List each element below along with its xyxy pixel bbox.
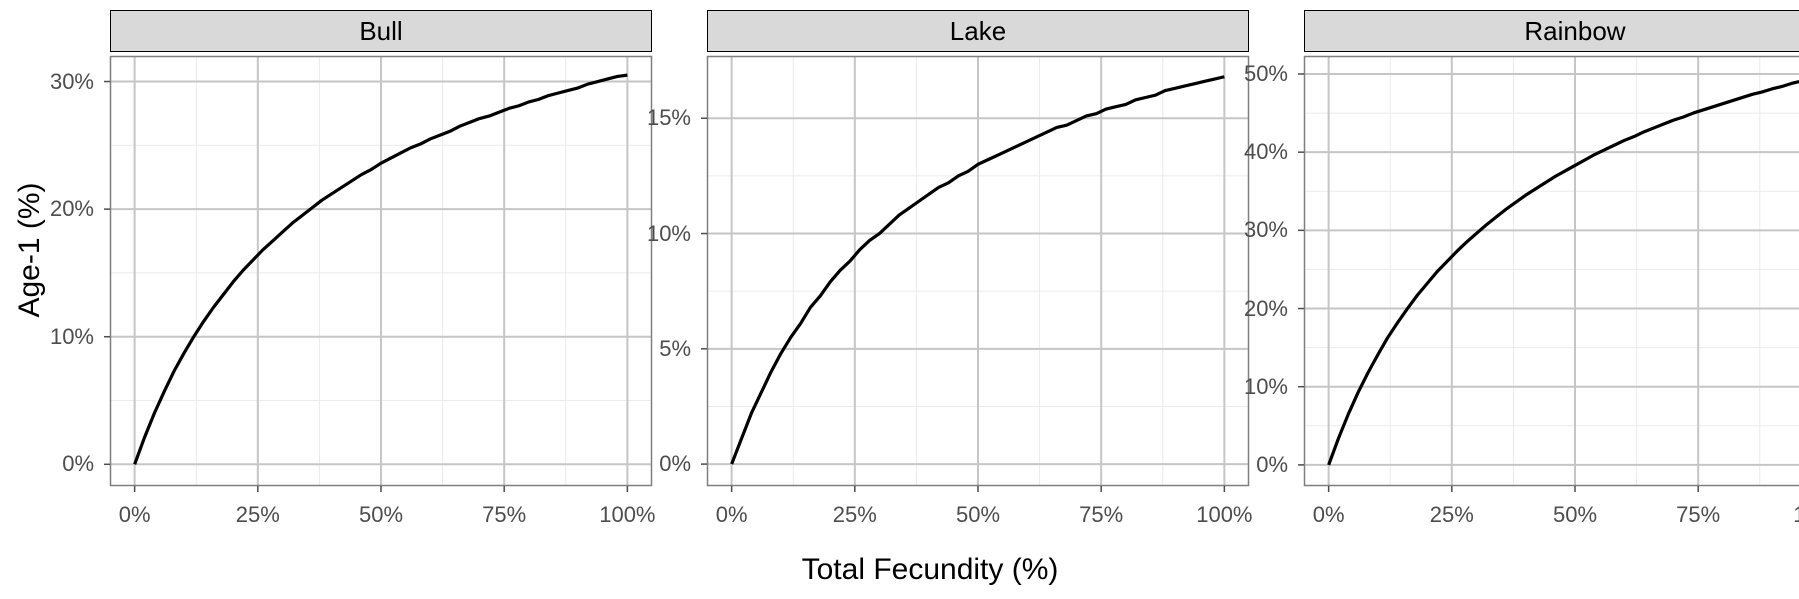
x-tick-label: 0% xyxy=(716,502,748,528)
facet-panel: Bull xyxy=(110,10,652,486)
x-tick-label: 100% xyxy=(1793,502,1799,528)
y-tick-label: 5% xyxy=(659,336,691,362)
y-tick-label: 0% xyxy=(62,451,94,477)
y-tick-label: 0% xyxy=(1256,452,1288,478)
faceted-line-chart: Age-1 (%) Total Fecundity (%) Bull 0% 10% 2… xyxy=(0,0,1799,599)
x-tick-label: 100% xyxy=(1196,502,1252,528)
facet-panel: Lake xyxy=(707,10,1249,486)
y-tick-label: 50% xyxy=(1244,61,1288,87)
x-tick-label: 75% xyxy=(482,502,526,528)
facet-title: Lake xyxy=(950,16,1006,47)
y-tick-label: 20% xyxy=(50,196,94,222)
plot-area xyxy=(1304,56,1799,486)
x-tick-label: 25% xyxy=(1430,502,1474,528)
x-tick-label: 0% xyxy=(1313,502,1345,528)
facet-panel: Rainbow xyxy=(1304,10,1799,486)
plot-svg xyxy=(1304,56,1799,486)
x-tick-label: 25% xyxy=(833,502,877,528)
x-tick-label: 75% xyxy=(1676,502,1720,528)
x-tick-label: 100% xyxy=(599,502,655,528)
data-line xyxy=(1329,76,1799,465)
y-tick-label: 15% xyxy=(647,105,691,131)
y-tick-label: 30% xyxy=(50,69,94,95)
y-tick-label: 0% xyxy=(659,451,691,477)
x-tick-label: 25% xyxy=(236,502,280,528)
x-tick-label: 75% xyxy=(1079,502,1123,528)
facet-strip: Lake xyxy=(707,10,1249,52)
x-tick-label: 0% xyxy=(119,502,151,528)
x-axis-title: Total Fecundity (%) xyxy=(802,553,1059,587)
facet-title: Bull xyxy=(359,16,402,47)
y-tick-label: 10% xyxy=(50,324,94,350)
y-tick-label: 10% xyxy=(1244,374,1288,400)
x-tick-label: 50% xyxy=(956,502,1000,528)
facet-strip: Bull xyxy=(110,10,652,52)
x-tick-label: 50% xyxy=(359,502,403,528)
plot-svg xyxy=(707,56,1249,486)
x-tick-label: 50% xyxy=(1553,502,1597,528)
y-tick-label: 40% xyxy=(1244,139,1288,165)
plot-area xyxy=(707,56,1249,486)
facet-strip: Rainbow xyxy=(1304,10,1799,52)
plot-area xyxy=(110,56,652,486)
y-tick-label: 10% xyxy=(647,221,691,247)
y-axis-title: Age-1 (%) xyxy=(13,182,47,317)
y-tick-label: 30% xyxy=(1244,217,1288,243)
facet-title: Rainbow xyxy=(1524,16,1625,47)
plot-svg xyxy=(110,56,652,486)
y-tick-label: 20% xyxy=(1244,296,1288,322)
